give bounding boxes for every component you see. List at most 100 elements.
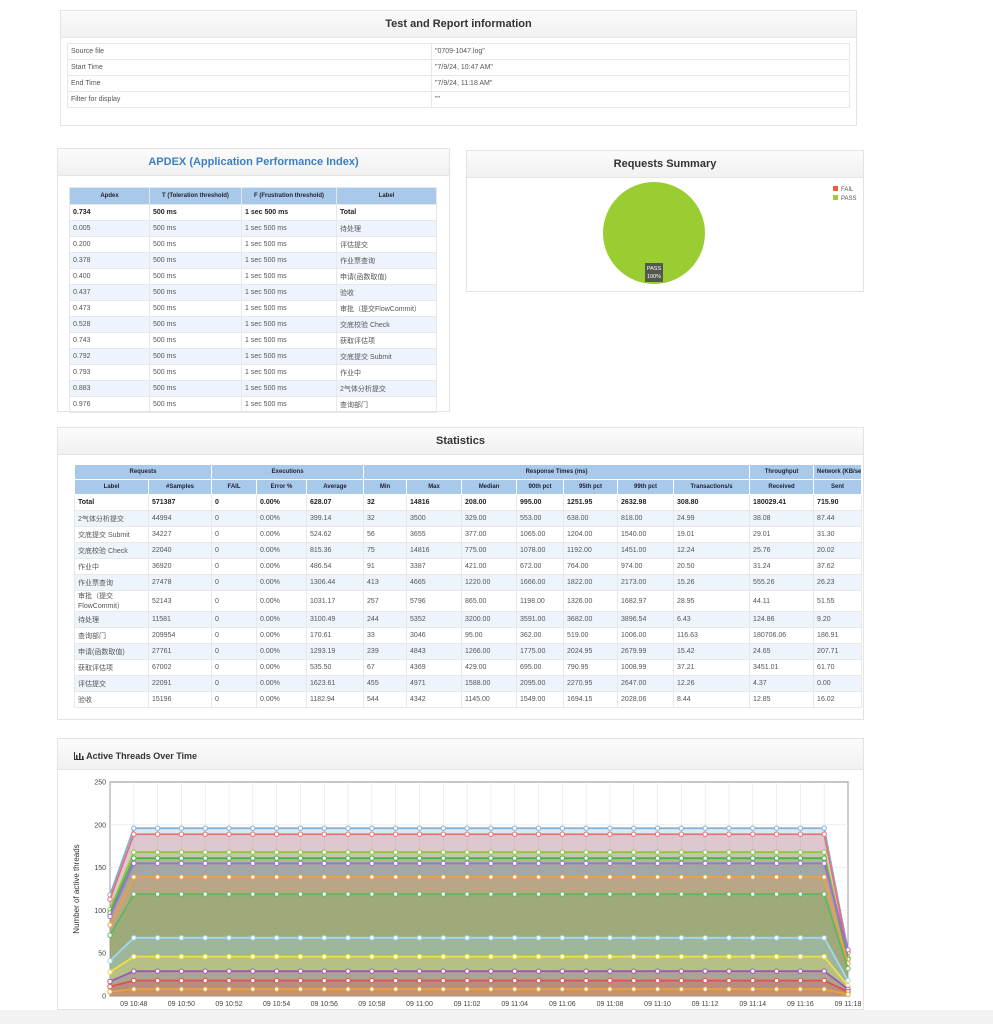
apdex-row: 0.005 500 ms 1 sec 500 ms 待处理	[69, 220, 437, 237]
table-head: Apdex T (Toleration threshold) F (Frustrat…	[69, 187, 437, 205]
stat-cell: 1588.00	[461, 675, 518, 692]
stat-cell: 308.80	[673, 494, 751, 511]
apdex-cell: 1 sec 500 ms	[241, 332, 337, 349]
stat-cell: 0	[211, 558, 258, 575]
stat-cell: 486.54	[306, 558, 365, 575]
stat-cell: 3655	[406, 526, 463, 543]
apdex-cell: 作业票查询	[336, 252, 437, 269]
stat-cell: 672.00	[516, 558, 565, 575]
stat-cell: 87.44	[813, 510, 863, 527]
stat-cell: 257	[363, 590, 408, 612]
stat-cell: 544	[363, 691, 408, 708]
stat-cell: 67002	[147, 659, 213, 676]
column-header: F (Frustration threshold)	[241, 187, 337, 205]
stat-row: 作业中 36920 0 0.00% 486.54 91 3387 421.00 672.00 76…	[74, 558, 863, 575]
stat-cell: 评估提交	[74, 675, 149, 692]
stat-cell: 91	[363, 558, 408, 575]
group-header: Response Times (ms)	[363, 464, 751, 480]
stat-cell: 1694.15	[563, 691, 619, 708]
stat-cell: 15.42	[673, 643, 751, 660]
info-cell: "7/9/24, 11:18 AM"	[431, 75, 850, 92]
stat-cell: 12.85	[749, 691, 815, 708]
chart-panel: Active Threads Over Time	[57, 738, 864, 1010]
stat-row: 验收 15196 0 0.00% 1182.94 544 4342 1145.00 1549.0…	[74, 691, 863, 708]
stat-row: 申请(函数取值) 27761 0 0.00% 1293.19 239 4843 1266.00…	[74, 643, 863, 660]
apdex-row: 0.378 500 ms 1 sec 500 ms 作业票查询	[69, 252, 437, 269]
chart-header: Active Threads Over Time	[58, 739, 863, 770]
stat-cell: 0.00%	[256, 574, 308, 591]
stat-cell: 1204.00	[563, 526, 619, 543]
stat-cell: 3451.01	[749, 659, 815, 676]
apdex-cell: 1 sec 500 ms	[241, 252, 337, 269]
apdex-cell: 查询部门	[336, 396, 437, 413]
stat-row: 交底提交 Submit 34227 0 0.00% 524.62 56 3655 377.00…	[74, 526, 863, 543]
stat-cell: 455	[363, 675, 408, 692]
stat-row: 交底校验 Check 22040 0 0.00% 815.36 75 14816 775.00…	[74, 542, 863, 559]
slice-value-label: 100%	[647, 274, 661, 280]
stat-cell: 1192.00	[563, 542, 619, 559]
stat-cell: 待处理	[74, 611, 149, 628]
apdex-row: 0.976 500 ms 1 sec 500 ms 查询部门	[69, 396, 437, 413]
stat-cell: 44.11	[749, 590, 815, 612]
stat-cell: 638.00	[563, 510, 619, 527]
apdex-cell: 0.743	[69, 332, 150, 349]
apdex-cell: 500 ms	[149, 348, 242, 365]
stat-cell: 12.26	[673, 675, 751, 692]
stat-cell: 0	[211, 526, 258, 543]
legend-label: FAIL	[841, 187, 854, 193]
stat-cell: 239	[363, 643, 408, 660]
legend-swatch	[833, 186, 838, 191]
group-header: Network (KB/sec)	[813, 464, 863, 480]
stat-cell: 27478	[147, 574, 213, 591]
apdex-cell: 0.793	[69, 364, 150, 381]
info-row: Start Time "7/9/24, 10:47 AM"	[67, 59, 850, 76]
stat-cell: Total	[74, 494, 149, 511]
stat-cell: 2028.06	[617, 691, 675, 708]
panel-title: Requests Summary	[467, 151, 863, 178]
stat-cell: 329.00	[461, 510, 518, 527]
column-header: Median	[461, 479, 518, 495]
stat-cell: 0	[211, 590, 258, 612]
stat-cell: 413	[363, 574, 408, 591]
stat-cell: 作业票查询	[74, 574, 149, 591]
stat-cell: 申请(函数取值)	[74, 643, 149, 660]
chart-title: Active Threads Over Time	[86, 751, 198, 761]
group-header: Throughput	[749, 464, 815, 480]
stat-cell: 5352	[406, 611, 463, 628]
stat-cell: 124.86	[749, 611, 815, 628]
stat-cell: 3896.54	[617, 611, 675, 628]
stat-cell: 24.99	[673, 510, 751, 527]
stat-cell: 2024.95	[563, 643, 619, 660]
stat-cell: 553.00	[516, 510, 565, 527]
apdex-cell: 1 sec 500 ms	[241, 380, 337, 397]
stat-cell: 0.00%	[256, 691, 308, 708]
apdex-cell: 1 sec 500 ms	[241, 316, 337, 333]
bottom-strip	[0, 1010, 993, 1024]
apdex-cell: 500 ms	[149, 252, 242, 269]
apdex-cell: 500 ms	[149, 300, 242, 317]
apdex-cell: 0.528	[69, 316, 150, 333]
apdex-cell: 0.734	[69, 204, 150, 221]
apdex-row: 0.743 500 ms 1 sec 500 ms 获取评估项	[69, 332, 437, 349]
stat-cell: 25.76	[749, 542, 815, 559]
stat-cell: 180706.06	[749, 627, 815, 644]
info-cell: End Time	[67, 75, 432, 92]
info-cell: ""	[431, 91, 850, 108]
stat-cell: 2647.00	[617, 675, 675, 692]
apdex-cell: 500 ms	[149, 204, 242, 221]
stat-cell: 1306.44	[306, 574, 365, 591]
stat-cell: 555.26	[749, 574, 815, 591]
apdex-cell: 500 ms	[149, 364, 242, 381]
legend-label: PASS	[841, 196, 857, 202]
stat-cell: 5796	[406, 590, 463, 612]
stat-cell: 31.30	[813, 526, 863, 543]
stat-cell: 0.00%	[256, 643, 308, 660]
apdex-cell: 500 ms	[149, 284, 242, 301]
stat-cell: 1451.00	[617, 542, 675, 559]
stat-cell: 27761	[147, 643, 213, 660]
stat-cell: 1008.99	[617, 659, 675, 676]
stat-cell: 715.90	[813, 494, 863, 511]
table-body: 0.734 500 ms 1 sec 500 ms Total 0.005 500 ms 1…	[69, 204, 437, 413]
column-header: 90th pct	[516, 479, 565, 495]
